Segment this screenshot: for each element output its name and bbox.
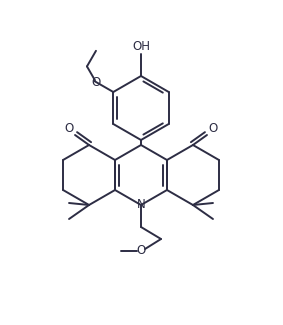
Text: O: O bbox=[65, 122, 74, 135]
Text: OH: OH bbox=[132, 40, 150, 53]
Text: O: O bbox=[91, 75, 100, 88]
Text: O: O bbox=[208, 122, 218, 135]
Text: O: O bbox=[136, 244, 146, 257]
Text: N: N bbox=[137, 199, 145, 212]
